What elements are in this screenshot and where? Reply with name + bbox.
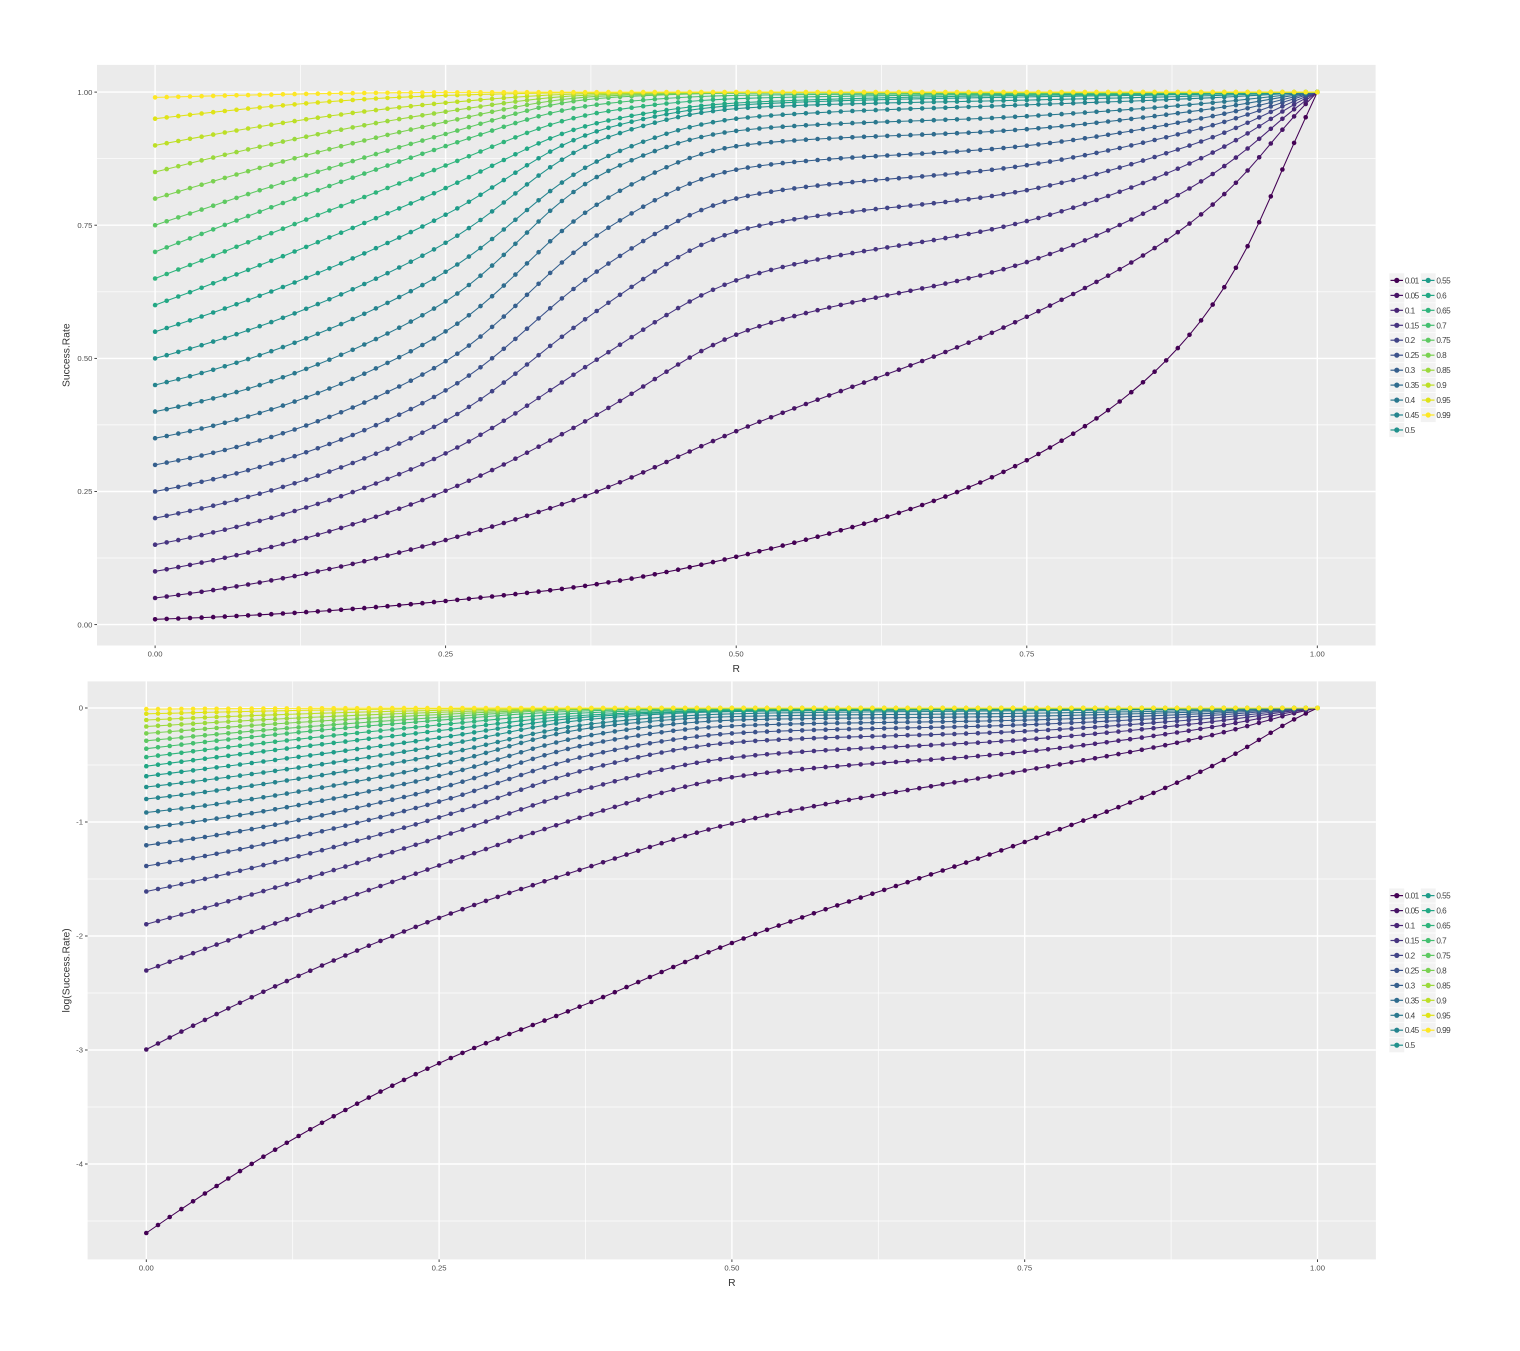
svg-text:0.15: 0.15 [1405,321,1420,330]
svg-text:-4: -4 [76,1160,84,1169]
svg-text:0.7: 0.7 [1436,937,1447,946]
svg-text:0.50: 0.50 [77,354,92,363]
svg-text:0.75: 0.75 [77,221,92,230]
svg-text:0.00: 0.00 [139,1263,154,1272]
svg-text:-3: -3 [76,1046,83,1055]
svg-text:0.50: 0.50 [729,649,744,658]
svg-text:0.2: 0.2 [1405,336,1416,345]
svg-text:0.05: 0.05 [1405,291,1420,300]
svg-text:0.55: 0.55 [1436,276,1451,285]
svg-text:0.25: 0.25 [438,649,453,658]
svg-text:0.95: 0.95 [1436,1011,1451,1020]
svg-text:0.5: 0.5 [1405,1041,1416,1050]
svg-text:0.5: 0.5 [1405,426,1416,435]
svg-text:0.00: 0.00 [148,649,163,658]
svg-text:0.50: 0.50 [724,1263,739,1272]
svg-text:0: 0 [79,704,83,713]
svg-text:0.9: 0.9 [1436,996,1447,1005]
svg-text:0.95: 0.95 [1436,396,1451,405]
svg-text:0.05: 0.05 [1405,907,1420,916]
svg-text:log(Success.Rate): log(Success.Rate) [62,928,73,1012]
svg-text:0.01: 0.01 [1405,276,1420,285]
svg-text:0.65: 0.65 [1436,306,1451,315]
svg-text:0.1: 0.1 [1405,306,1416,315]
svg-text:0.25: 0.25 [77,487,92,496]
svg-text:0.35: 0.35 [1405,381,1420,390]
svg-text:0.75: 0.75 [1019,649,1034,658]
svg-text:R: R [728,1278,735,1289]
svg-text:Success.Rate: Success.Rate [62,323,73,387]
svg-text:1.00: 1.00 [1310,1263,1325,1272]
svg-text:0.75: 0.75 [1436,951,1451,960]
svg-text:0.00: 0.00 [77,620,92,629]
svg-text:0.4: 0.4 [1405,396,1416,405]
svg-text:0.45: 0.45 [1405,1026,1420,1035]
svg-text:0.75: 0.75 [1017,1263,1032,1272]
svg-text:0.85: 0.85 [1436,981,1451,990]
svg-text:0.6: 0.6 [1436,291,1447,300]
svg-text:-2: -2 [76,932,83,941]
svg-text:0.65: 0.65 [1436,922,1451,931]
svg-text:0.8: 0.8 [1436,966,1447,975]
svg-text:0.25: 0.25 [1405,351,1420,360]
svg-text:0.3: 0.3 [1405,366,1416,375]
svg-text:0.2: 0.2 [1405,951,1416,960]
svg-text:0.6: 0.6 [1436,907,1447,916]
svg-text:0.55: 0.55 [1436,892,1451,901]
svg-text:0.35: 0.35 [1405,996,1420,1005]
svg-text:0.1: 0.1 [1405,922,1416,931]
svg-text:1.00: 1.00 [1310,649,1325,658]
svg-text:0.85: 0.85 [1436,366,1451,375]
svg-text:0.01: 0.01 [1405,892,1420,901]
svg-text:0.45: 0.45 [1405,411,1420,420]
svg-text:0.3: 0.3 [1405,981,1416,990]
svg-text:0.75: 0.75 [1436,336,1451,345]
svg-text:0.25: 0.25 [1405,966,1420,975]
svg-text:-1: -1 [76,818,83,827]
svg-text:R: R [732,664,739,675]
svg-text:0.99: 0.99 [1436,411,1451,420]
svg-text:0.8: 0.8 [1436,351,1447,360]
svg-text:0.4: 0.4 [1405,1011,1416,1020]
svg-text:0.15: 0.15 [1405,937,1420,946]
svg-text:0.9: 0.9 [1436,381,1447,390]
svg-text:0.25: 0.25 [432,1263,447,1272]
svg-text:0.99: 0.99 [1436,1026,1451,1035]
svg-text:1.00: 1.00 [77,88,92,97]
svg-text:0.7: 0.7 [1436,321,1447,330]
